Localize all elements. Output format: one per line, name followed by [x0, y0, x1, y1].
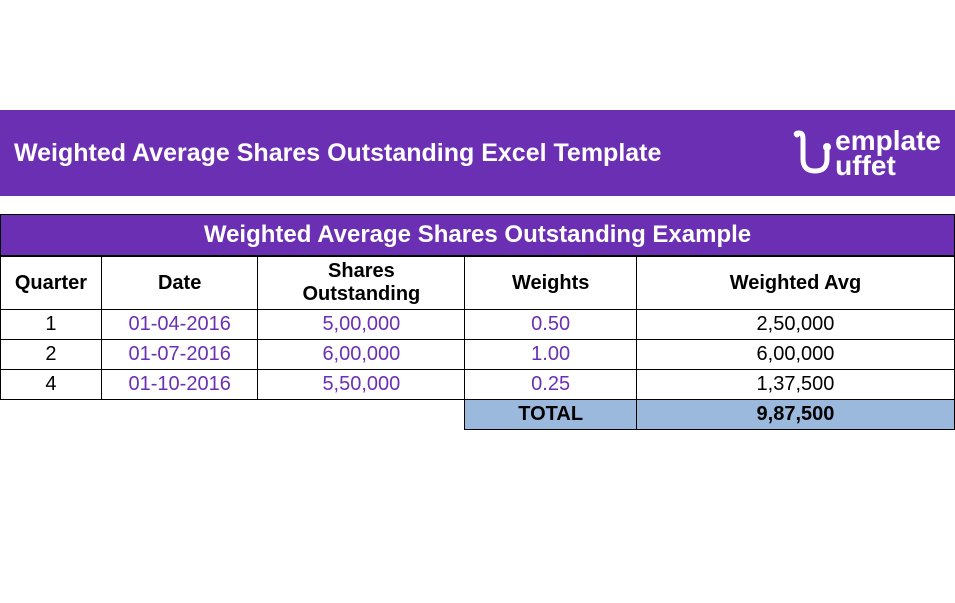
- cell-date: 01-04-2016: [101, 310, 257, 340]
- sub-header: Weighted Average Shares Outstanding Exam…: [0, 214, 955, 256]
- cell-weights: 0.25: [465, 370, 637, 400]
- cell-shares: 5,00,000: [258, 310, 465, 340]
- data-table: Quarter Date Shares Outstanding Weights …: [0, 256, 955, 430]
- cell-quarter: 4: [1, 370, 102, 400]
- col-header-date: Date: [101, 257, 257, 310]
- empty-cell: [101, 400, 257, 430]
- cell-quarter: 1: [1, 310, 102, 340]
- header-bar: Weighted Average Shares Outstanding Exce…: [0, 110, 955, 196]
- cell-avg: 2,50,000: [636, 310, 954, 340]
- cell-avg: 6,00,000: [636, 340, 954, 370]
- col-header-quarter: Quarter: [1, 257, 102, 310]
- cell-date: 01-10-2016: [101, 370, 257, 400]
- header-title: Weighted Average Shares Outstanding Exce…: [14, 139, 661, 168]
- total-row: TOTAL 9,87,500: [1, 400, 955, 430]
- table-row: 4 01-10-2016 5,50,000 0.25 1,37,500: [1, 370, 955, 400]
- logo-swoosh-icon: [793, 129, 833, 177]
- empty-cell: [1, 400, 102, 430]
- logo: emplate uffet: [793, 128, 941, 178]
- cell-shares: 6,00,000: [258, 340, 465, 370]
- logo-text: emplate uffet: [835, 128, 941, 178]
- table-row: 2 01-07-2016 6,00,000 1.00 6,00,000: [1, 340, 955, 370]
- cell-avg: 1,37,500: [636, 370, 954, 400]
- table-row: 1 01-04-2016 5,00,000 0.50 2,50,000: [1, 310, 955, 340]
- col-header-avg: Weighted Avg: [636, 257, 954, 310]
- empty-cell: [258, 400, 465, 430]
- header-gap: [0, 196, 955, 214]
- col-header-weights: Weights: [465, 257, 637, 310]
- cell-date: 01-07-2016: [101, 340, 257, 370]
- cell-quarter: 2: [1, 340, 102, 370]
- cell-shares: 5,50,000: [258, 370, 465, 400]
- table-header-row: Quarter Date Shares Outstanding Weights …: [1, 257, 955, 310]
- cell-weights: 1.00: [465, 340, 637, 370]
- total-value: 9,87,500: [636, 400, 954, 430]
- col-header-shares: Shares Outstanding: [258, 257, 465, 310]
- total-label: TOTAL: [465, 400, 637, 430]
- cell-weights: 0.50: [465, 310, 637, 340]
